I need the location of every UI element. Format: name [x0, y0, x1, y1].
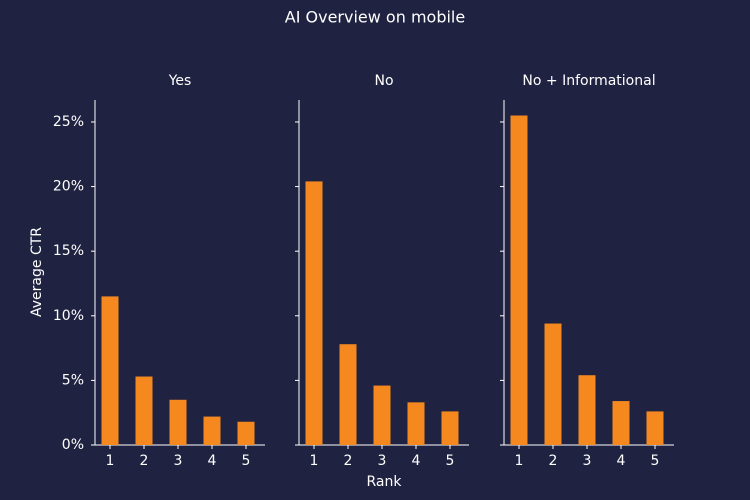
- y-axis-label: Average CTR: [29, 227, 45, 317]
- x-tick-label: 4: [412, 453, 421, 469]
- bar: [305, 181, 323, 446]
- y-tick-label: 5%: [62, 372, 84, 388]
- bar: [237, 421, 255, 445]
- x-tick-label: 2: [549, 453, 558, 469]
- x-tick-label: 3: [378, 453, 387, 469]
- bar: [203, 416, 221, 445]
- bar: [510, 115, 528, 445]
- bar: [101, 296, 119, 445]
- x-tick-label: 4: [617, 453, 626, 469]
- x-tick-label: 3: [174, 453, 183, 469]
- bar: [612, 401, 630, 445]
- figure-title: AI Overview on mobile: [285, 8, 465, 27]
- subplot-title: Yes: [168, 73, 192, 89]
- bar: [578, 375, 596, 445]
- subplot-title: No + Informational: [522, 73, 655, 89]
- bar: [441, 411, 459, 445]
- bar: [373, 385, 391, 445]
- subplot-title: No: [374, 73, 393, 89]
- bar: [135, 376, 153, 445]
- x-axis-label: Rank: [367, 474, 403, 490]
- y-tick-label: 10%: [53, 308, 84, 324]
- bar: [544, 323, 562, 445]
- y-tick-label: 15%: [53, 243, 84, 259]
- x-tick-label: 5: [242, 453, 251, 469]
- x-tick-label: 3: [583, 453, 592, 469]
- y-tick-label: 25%: [53, 114, 84, 130]
- bar: [169, 399, 187, 445]
- y-tick-label: 0%: [62, 437, 84, 453]
- x-tick-label: 1: [106, 453, 115, 469]
- y-tick-label: 20%: [53, 179, 84, 195]
- bar: [646, 411, 664, 445]
- x-tick-label: 1: [310, 453, 319, 469]
- x-tick-label: 5: [651, 453, 660, 469]
- bar: [407, 402, 425, 445]
- x-tick-label: 1: [515, 453, 524, 469]
- x-tick-label: 2: [140, 453, 149, 469]
- x-tick-label: 5: [446, 453, 455, 469]
- bar: [339, 344, 357, 445]
- x-tick-label: 4: [208, 453, 217, 469]
- x-tick-label: 2: [344, 453, 353, 469]
